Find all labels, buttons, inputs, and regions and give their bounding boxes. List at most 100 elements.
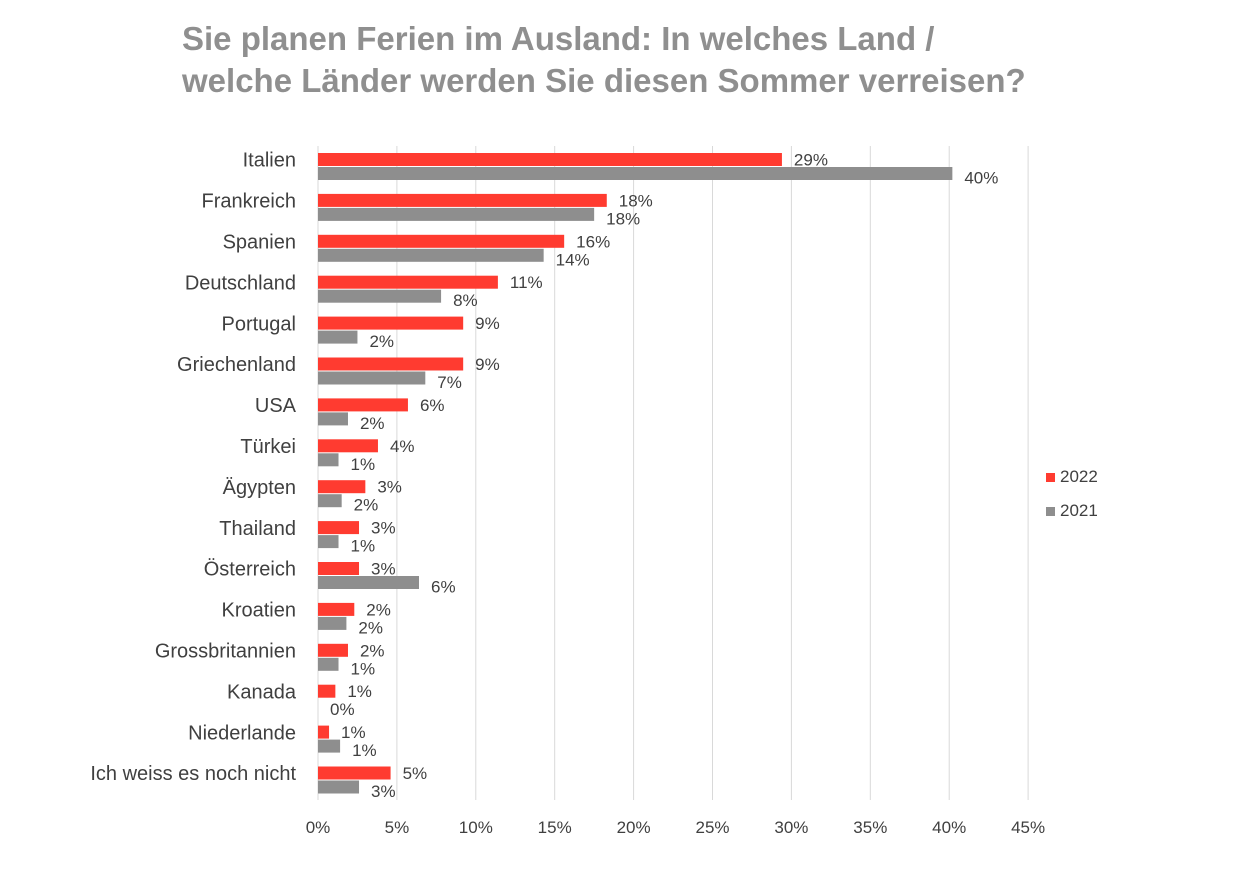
data-label-2022: 11% [510,273,543,292]
data-label-2022: 5% [403,764,428,783]
category-label: Grossbritannien [155,641,296,663]
data-label-2021: 1% [352,741,377,760]
data-label-2022: 6% [420,396,445,415]
data-label-2021: 2% [358,618,383,637]
bar-2022 [318,275,498,289]
category-label: Kanada [227,681,297,703]
legend-label-2022: 2022 [1060,467,1098,486]
data-label-2021: 6% [431,577,456,596]
bar-2022 [318,602,355,616]
data-label-2021: 2% [369,332,394,351]
bar-2021 [318,412,348,426]
category-label: Spanien [223,232,296,254]
x-tick-label: 25% [695,818,729,837]
bar-2022 [318,316,464,330]
data-label-2022: 3% [371,519,396,538]
data-label-2021: 40% [964,168,998,187]
data-label-2021: 1% [351,455,376,474]
category-label: Thailand [219,518,296,540]
bar-2021 [318,453,339,467]
bar-2021 [318,494,342,508]
category-label: Türkei [240,436,296,458]
bar-2021 [318,248,544,262]
bar-2021 [318,657,339,671]
data-label-2021: 2% [354,496,379,515]
bar-2022 [318,234,565,248]
bar-2021 [318,780,360,794]
x-tick-label: 35% [853,818,887,837]
x-tick-label: 40% [932,818,966,837]
bar-2022 [318,193,607,207]
data-label-2021: 14% [556,250,590,269]
data-label-2021: 18% [606,209,640,228]
data-label-2022: 18% [619,191,653,210]
bar-2022 [318,562,360,575]
category-label: USA [255,395,297,417]
bar-2022 [318,153,782,166]
chart-title-line-2: welche Länder werden Sie diesen Sommer v… [182,62,1026,99]
data-label-2021: 1% [351,537,376,556]
category-label: Kroatien [222,600,297,622]
category-label: Österreich [204,559,296,581]
legend-item-2022: 2022 [1046,460,1098,494]
data-label-2022: 4% [390,437,415,456]
bar-2022 [318,480,366,494]
x-tick-label: 15% [538,818,572,837]
x-tick-label: 0% [306,818,331,837]
bar-2022 [318,398,408,412]
data-label-2021: 1% [351,659,376,678]
data-label-2022: 2% [360,641,385,660]
bar-2022 [318,766,391,780]
bar-2022 [318,357,464,371]
bar-2021 [318,616,347,630]
chart-legend: 2022 2021 [1046,460,1098,528]
bar-2021 [318,371,426,385]
legend-swatch-2022 [1046,472,1055,482]
bar-2021 [318,330,358,344]
x-tick-label: 5% [385,818,410,837]
bar-2022 [318,684,336,698]
bar-2022 [318,521,360,535]
data-label-2022: 9% [475,314,500,333]
category-label: Ich weiss es noch nicht [90,763,296,785]
chart-title-line-1: Sie planen Ferien im Ausland: In welches… [182,20,935,57]
data-label-2022: 29% [794,150,828,169]
category-label: Italien [243,150,296,172]
data-label-2021: 3% [371,782,396,801]
x-tick-label: 45% [1011,818,1045,837]
bar-2021 [318,167,953,180]
bar-2022 [318,439,378,453]
data-label-2022: 2% [366,600,391,619]
data-label-2022: 9% [475,355,500,374]
category-label: Niederlande [188,722,296,744]
data-label-2022: 3% [371,559,396,578]
data-label-2021: 8% [453,291,478,310]
bar-2021 [318,739,341,753]
bar-2021 [318,207,595,221]
data-label-2022: 3% [377,478,402,497]
legend-label-2021: 2021 [1060,501,1098,520]
bar-2022 [318,643,348,657]
data-label-2022: 1% [341,723,366,742]
category-label: Frankreich [202,191,296,213]
data-label-2022: 16% [576,232,610,251]
bar-2021 [318,535,339,549]
bar-2022 [318,725,330,739]
data-label-2021: 2% [360,414,385,433]
category-label: Ägypten [223,477,296,499]
chart-title: Sie planen Ferien im Ausland: In welches… [182,18,1182,102]
data-label-2021: 7% [437,373,462,392]
legend-item-2021: 2021 [1046,494,1098,528]
category-label: Portugal [222,313,297,335]
bar-2021 [318,576,419,589]
legend-swatch-2021 [1046,506,1055,516]
data-label-2022: 1% [347,682,372,701]
x-tick-label: 30% [774,818,808,837]
category-label: Deutschland [185,272,296,294]
data-label-2021: 0% [330,700,355,719]
x-tick-label: 20% [617,818,651,837]
category-label: Griechenland [177,354,296,376]
x-tick-label: 10% [459,818,493,837]
